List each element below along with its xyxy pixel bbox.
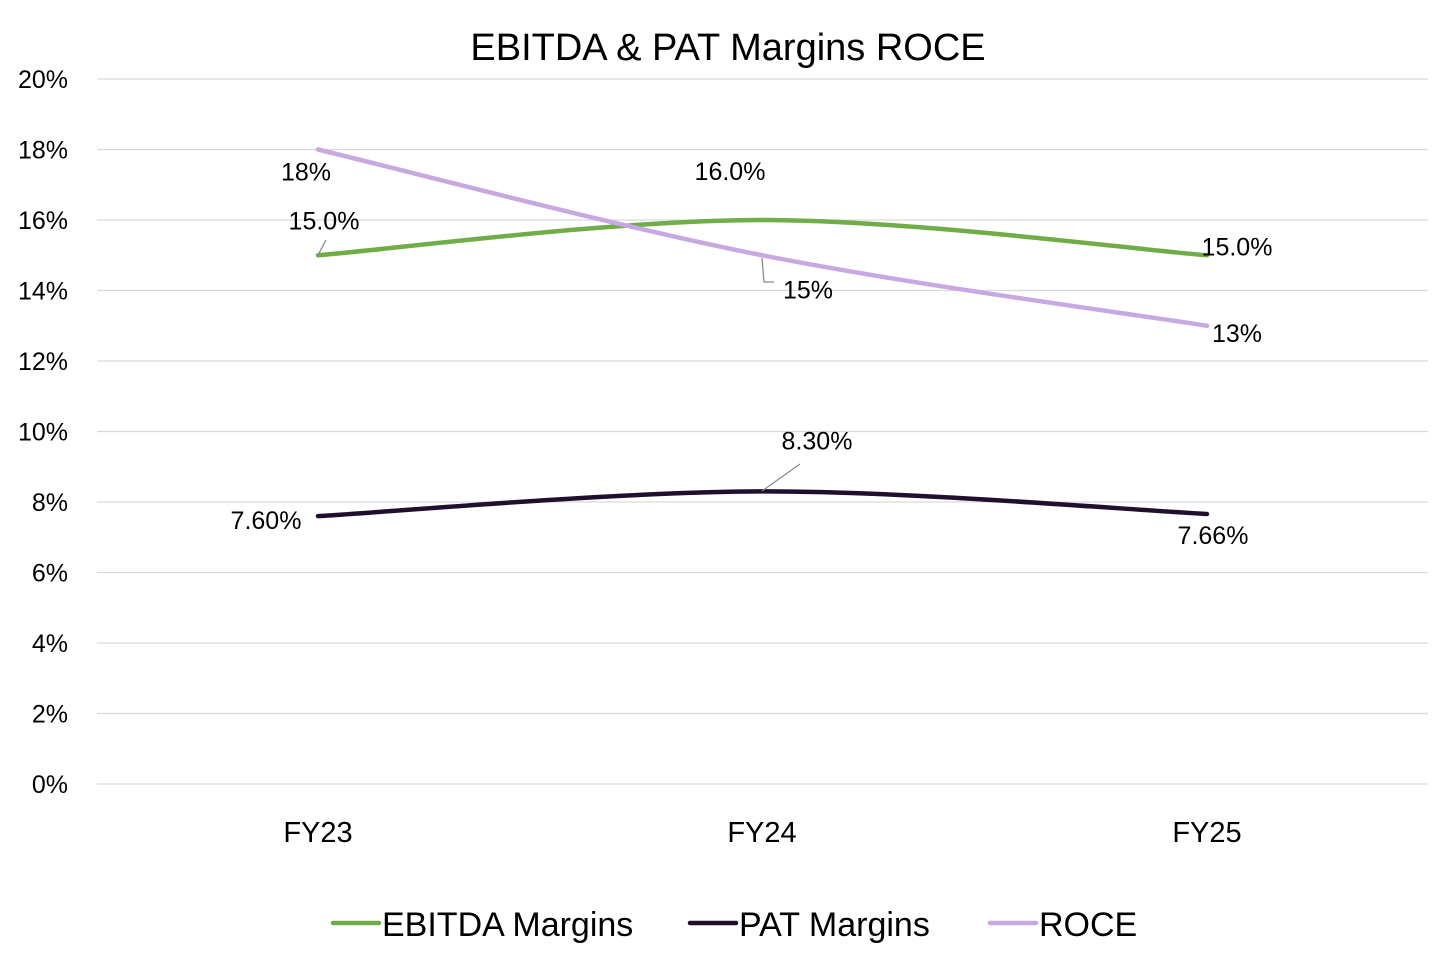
series-lines bbox=[315, 147, 1210, 519]
pat-fy24-leader-line bbox=[761, 463, 801, 492]
y-tick-label: 10% bbox=[18, 419, 68, 447]
roce-legend-label: ROCE bbox=[1039, 906, 1137, 944]
ebitda-margins-data-label: 15.0% bbox=[1202, 233, 1273, 261]
data-labels: 15.0% 16.0% 15.0% 7.60% 8.30% 7.66% 18% 15% 13% bbox=[231, 158, 1273, 550]
y-tick-label: 18% bbox=[18, 137, 68, 165]
pat-margins-data-label: 7.66% bbox=[1178, 522, 1249, 550]
pat-margins-data-label: 7.60% bbox=[231, 507, 302, 535]
x-axis-ticks: FY23 FY24 FY25 bbox=[283, 817, 1241, 849]
legend: EBITDA Margins PAT Margins ROCE bbox=[330, 906, 1137, 944]
roce-data-label: 15% bbox=[783, 276, 833, 304]
ebitda-margins-legend-label: EBITDA Margins bbox=[382, 906, 633, 944]
roce-line bbox=[315, 147, 1210, 328]
x-tick-label: FY23 bbox=[283, 817, 352, 849]
pat-margins-data-label: 8.30% bbox=[782, 427, 853, 455]
x-tick-label: FY24 bbox=[727, 817, 796, 849]
roce-data-label: 18% bbox=[281, 159, 331, 187]
ebitda-margins-data-label: 15.0% bbox=[289, 207, 360, 235]
y-tick-label: 0% bbox=[32, 771, 68, 799]
y-tick-label: 8% bbox=[32, 489, 68, 517]
y-tick-label: 6% bbox=[32, 560, 68, 588]
y-tick-label: 20% bbox=[18, 66, 68, 94]
label-leader-lines bbox=[317, 239, 801, 492]
pat-margins-line bbox=[315, 489, 1210, 519]
y-tick-label: 2% bbox=[32, 701, 68, 729]
chart-title: EBITDA & PAT Margins ROCE bbox=[470, 27, 985, 69]
y-axis-ticks: 0% 2% 4% 6% 8% 10% 12% 14% 16% 18% 20% bbox=[18, 66, 68, 799]
ebitda-margins-line bbox=[315, 217, 1210, 258]
x-tick-label: FY25 bbox=[1172, 817, 1241, 849]
ebitda-margins-data-label: 16.0% bbox=[695, 158, 766, 186]
roce-fy24-leader-line bbox=[761, 257, 774, 283]
roce-data-label: 13% bbox=[1212, 320, 1262, 348]
y-tick-label: 14% bbox=[18, 278, 68, 306]
y-tick-label: 4% bbox=[32, 630, 68, 658]
ebitda-fy23-leader-line bbox=[317, 239, 327, 256]
y-tick-label: 16% bbox=[18, 207, 68, 235]
y-tick-label: 12% bbox=[18, 348, 68, 376]
pat-margins-legend-label: PAT Margins bbox=[739, 906, 930, 944]
